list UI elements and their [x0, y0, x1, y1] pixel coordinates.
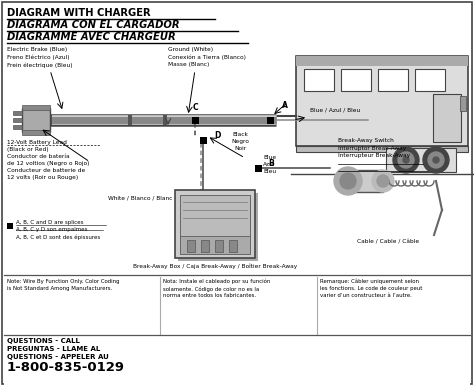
- Text: DIAGRAM WITH CHARGER: DIAGRAM WITH CHARGER: [7, 8, 151, 18]
- Circle shape: [334, 167, 362, 195]
- Bar: [13, 118, 22, 122]
- Circle shape: [377, 175, 389, 187]
- Text: Blue
Azul
Bleu: Blue Azul Bleu: [263, 155, 276, 174]
- Bar: [48, 115, 52, 125]
- Text: Cable / Cable / Câble: Cable / Cable / Câble: [357, 239, 419, 244]
- Text: Black
Negro
Noir: Black Negro Noir: [231, 132, 249, 151]
- Bar: [22, 105, 50, 110]
- Circle shape: [393, 147, 419, 173]
- Bar: [460, 96, 466, 111]
- Text: DIAGRAMME AVEC CHARGEUR: DIAGRAMME AVEC CHARGEUR: [7, 32, 176, 42]
- Text: DIAGRAMA CON EL CARGADOR: DIAGRAMA CON EL CARGADOR: [7, 20, 180, 30]
- Bar: [433, 94, 461, 142]
- Bar: [4, 275, 470, 335]
- Bar: [128, 115, 132, 125]
- Bar: [296, 56, 468, 146]
- Text: Blue / Azul / Bleu: Blue / Azul / Bleu: [310, 107, 360, 112]
- Bar: [22, 108, 50, 132]
- Text: 12-Volt Battery Lead
(Black or Red)
Conductor de batería
de 12 voltios (Negro o : 12-Volt Battery Lead (Black or Red) Cond…: [7, 140, 90, 180]
- Text: Break-Away Box / Caja Break-Away / Boîtier Break-Away: Break-Away Box / Caja Break-Away / Boîti…: [133, 264, 297, 269]
- Text: Electric Brake (Blue)
Freno Eléctrico (Azul)
Frein électrique (Bleu): Electric Brake (Blue) Freno Eléctrico (A…: [7, 47, 73, 68]
- Bar: [13, 125, 22, 129]
- Bar: [386, 148, 456, 172]
- Bar: [175, 190, 255, 258]
- Text: QUESTIONS - CALL: QUESTIONS - CALL: [7, 338, 80, 344]
- Bar: [341, 69, 371, 91]
- Bar: [378, 69, 408, 91]
- Text: Nota: Instale el cableado por su función
solamente. Código de color no es la
nor: Nota: Instale el cableado por su función…: [163, 279, 270, 298]
- Bar: [200, 137, 207, 144]
- Text: D: D: [214, 131, 220, 140]
- Bar: [229, 240, 237, 252]
- Circle shape: [340, 173, 356, 189]
- Text: A, B, C and D are splices
A, B, C y D son empalmes
A, B, C et D sont des épissur: A, B, C and D are splices A, B, C y D so…: [16, 220, 100, 240]
- Bar: [415, 69, 445, 91]
- Text: Ground (White)
Conexión a Tierra (Blanco)
Masse (Blanc): Ground (White) Conexión a Tierra (Blanco…: [168, 47, 246, 67]
- Circle shape: [372, 170, 394, 192]
- Bar: [267, 117, 274, 124]
- Text: QUESTIONS - APPELER AU: QUESTIONS - APPELER AU: [7, 354, 109, 360]
- Circle shape: [433, 157, 439, 163]
- Text: Break-Away Switch
Interruptor Break-Away
Interrupteur Break-Away: Break-Away Switch Interruptor Break-Away…: [338, 138, 410, 158]
- Bar: [4, 335, 470, 385]
- Text: A: A: [282, 101, 288, 110]
- Text: C: C: [192, 103, 198, 112]
- Bar: [304, 69, 334, 91]
- Circle shape: [403, 157, 409, 163]
- Bar: [22, 130, 50, 135]
- Bar: [180, 236, 250, 254]
- Text: Remarque: Câbler uniquement selon
les fonctions. Le code de couleur peut
varier : Remarque: Câbler uniquement selon les fo…: [320, 279, 422, 298]
- Circle shape: [423, 147, 449, 173]
- Bar: [296, 56, 468, 66]
- Bar: [178, 193, 258, 261]
- Bar: [296, 146, 468, 152]
- Text: Note: Wire By Function Only. Color Coding
is Not Standard Among Manufacturers.: Note: Wire By Function Only. Color Codin…: [7, 279, 119, 291]
- Bar: [192, 117, 199, 124]
- Bar: [180, 195, 250, 238]
- Bar: [215, 240, 223, 252]
- Circle shape: [398, 152, 414, 168]
- Bar: [255, 165, 262, 172]
- Text: B: B: [268, 159, 274, 168]
- Text: 1-800-835-0129: 1-800-835-0129: [7, 361, 125, 374]
- Bar: [348, 170, 383, 192]
- Bar: [187, 240, 195, 252]
- Circle shape: [428, 152, 444, 168]
- Bar: [201, 240, 209, 252]
- Text: White / Blanco / Blanc: White / Blanco / Blanc: [108, 196, 173, 201]
- Text: PREGUNTAS - LLAME AL: PREGUNTAS - LLAME AL: [7, 346, 100, 352]
- Bar: [163, 115, 167, 125]
- Bar: [13, 111, 22, 115]
- Bar: [7, 223, 13, 229]
